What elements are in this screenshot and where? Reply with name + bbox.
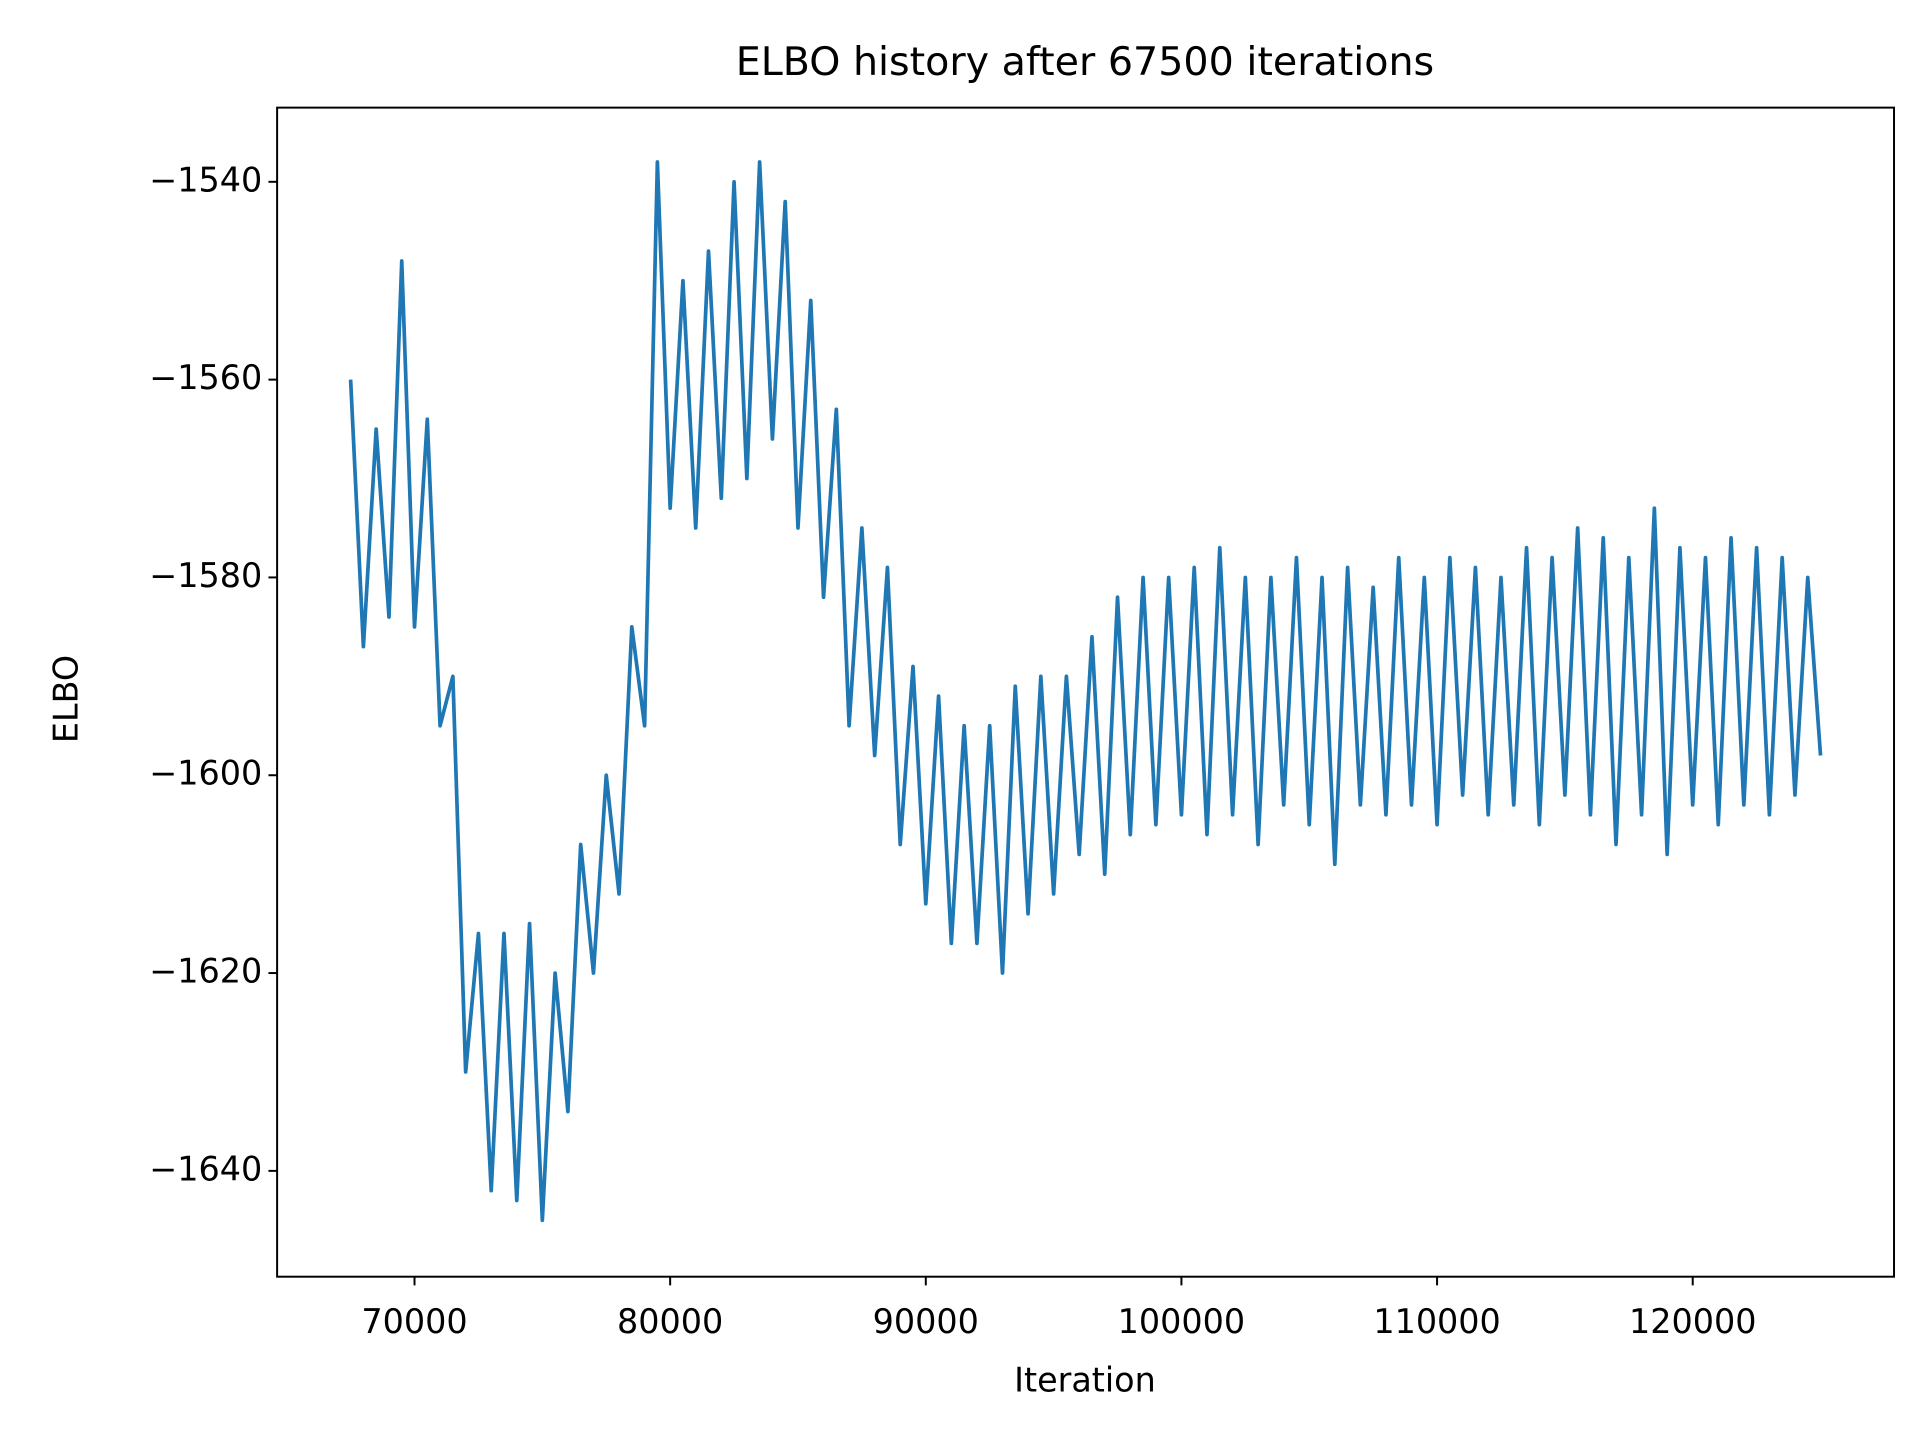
y-tick-label: −1640 <box>149 1149 262 1188</box>
x-tick-label: 90000 <box>873 1302 979 1341</box>
chart-title: ELBO history after 67500 iterations <box>736 39 1434 85</box>
x-tick-label: 80000 <box>617 1302 723 1341</box>
y-tick-label: −1600 <box>149 754 262 793</box>
x-tick-label: 110000 <box>1373 1302 1500 1341</box>
y-tick-label: −1540 <box>149 160 262 199</box>
x-tick-label: 70000 <box>361 1302 467 1341</box>
y-tick-label: −1560 <box>149 358 262 397</box>
y-tick-label: −1580 <box>149 556 262 595</box>
y-axis-label: ELBO <box>47 655 86 743</box>
x-axis-label: Iteration <box>1014 1360 1156 1399</box>
y-tick-label: −1620 <box>149 952 262 991</box>
plot-frame <box>276 106 1896 1278</box>
line-series <box>348 160 1823 1223</box>
x-tick-label: 100000 <box>1118 1302 1245 1341</box>
x-tick-label: 120000 <box>1629 1302 1756 1341</box>
